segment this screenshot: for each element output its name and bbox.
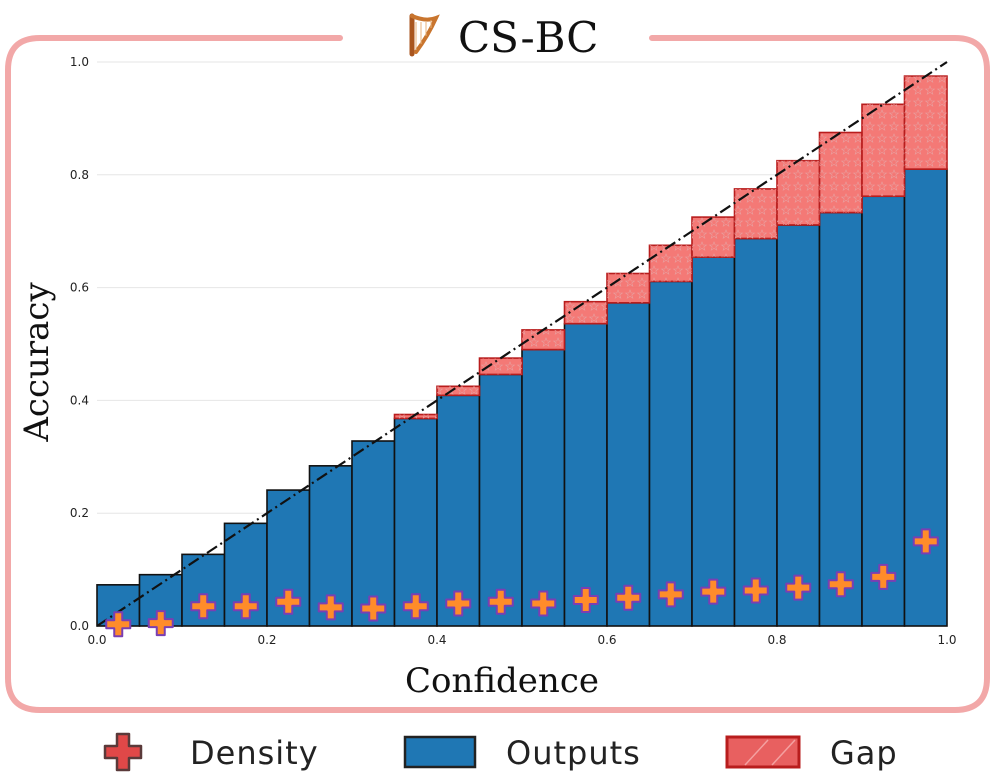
density-marker — [275, 588, 302, 615]
outputs-bar — [776, 224, 821, 627]
outputs-bar — [903, 168, 948, 627]
y-tick-label: 0.6 — [70, 281, 89, 295]
y-tick-label: 0.0 — [70, 619, 89, 633]
perfect-calibration-line — [96, 61, 948, 627]
density-marker — [785, 574, 812, 601]
y-tick-label: 1.0 — [70, 55, 89, 69]
chart-header: CS-BC — [409, 13, 598, 62]
y-tick-label: 0.8 — [70, 168, 89, 182]
density-marker — [105, 611, 132, 638]
density-marker — [572, 587, 599, 614]
gap-bar-texture — [819, 132, 862, 213]
gap-bar-texture — [692, 217, 735, 258]
gap-bar-texture — [734, 188, 777, 239]
gap-bar-texture — [479, 358, 522, 375]
outputs-bar — [478, 373, 523, 627]
density-marker — [615, 584, 642, 611]
outputs-bar — [861, 195, 906, 627]
density-markers — [105, 528, 939, 638]
outputs-bars — [96, 168, 948, 627]
y-axis-label: Accuracy — [17, 282, 57, 443]
outputs-bar — [351, 440, 396, 627]
outputs-bar — [818, 211, 863, 627]
density-marker — [742, 577, 769, 604]
outputs-bar — [563, 322, 608, 627]
density-marker — [402, 593, 429, 620]
legend-density-label: Density — [190, 734, 319, 772]
y-tick-label: 0.2 — [70, 506, 89, 520]
outputs-bar — [606, 302, 651, 627]
x-tick-label: 0.8 — [767, 633, 786, 647]
gap-bar-texture — [564, 301, 607, 324]
density-marker — [147, 610, 174, 637]
density-marker — [657, 581, 684, 608]
outputs-bar — [733, 237, 778, 627]
density-marker — [190, 593, 217, 620]
density-marker — [912, 528, 939, 555]
legend-outputs-swatch — [403, 735, 477, 769]
x-axis-ticks: 0.0 0.2 0.4 0.6 0.8 1.0 — [87, 633, 956, 647]
density-marker — [487, 588, 514, 615]
gap-bar-texture — [437, 386, 480, 396]
density-marker — [445, 590, 472, 617]
outputs-bar — [691, 256, 736, 627]
density-marker — [360, 595, 387, 622]
x-tick-label: 1.0 — [937, 633, 956, 647]
chart-title: CS-BC — [458, 13, 598, 62]
x-tick-label: 0.4 — [427, 633, 446, 647]
chart-frame — [5, 35, 990, 713]
x-tick-label: 0.2 — [257, 633, 276, 647]
legend-density-swatch — [103, 732, 143, 772]
density-marker — [827, 571, 854, 598]
gap-bar-texture — [862, 104, 905, 197]
gap-bar-texture — [522, 329, 565, 350]
x-axis-label: Confidence — [405, 661, 599, 701]
legend: Density Outputs Gap — [103, 732, 898, 772]
density-marker — [232, 593, 259, 620]
harp-icon — [409, 13, 440, 57]
y-axis-ticks: 0.0 0.2 0.4 0.6 0.8 1.0 — [70, 55, 89, 633]
outputs-bar — [521, 348, 566, 627]
gap-bar-texture — [904, 76, 947, 170]
legend-outputs-label: Outputs — [506, 734, 641, 772]
gap-bar-texture — [607, 273, 650, 303]
density-marker — [530, 590, 557, 617]
density-marker — [870, 563, 897, 590]
density-marker — [700, 578, 727, 605]
gap-bar-texture — [649, 245, 692, 282]
legend-gap-swatch — [725, 735, 801, 769]
legend-gap-label: Gap — [830, 734, 898, 772]
x-tick-label: 0.0 — [87, 633, 106, 647]
y-tick-label: 0.4 — [70, 393, 89, 407]
density-marker — [317, 594, 344, 621]
gap-bar-texture — [394, 414, 437, 419]
outputs-bar — [648, 280, 693, 627]
x-tick-label: 0.6 — [597, 633, 616, 647]
